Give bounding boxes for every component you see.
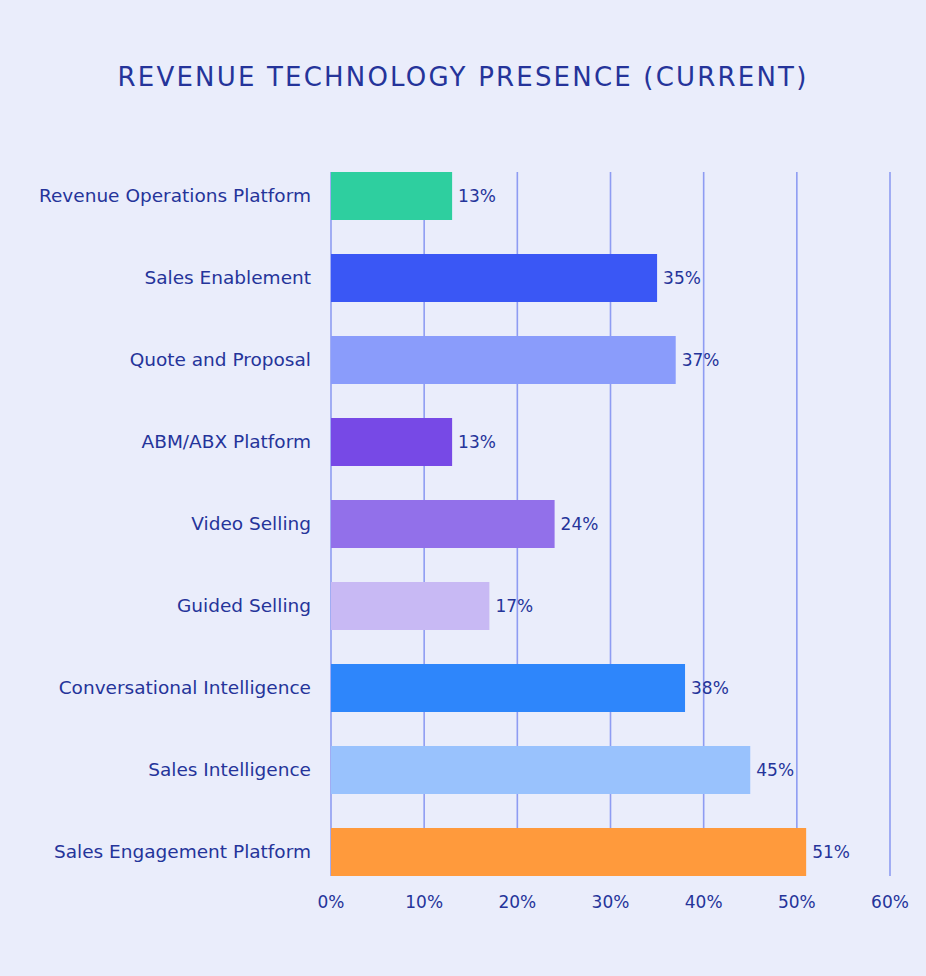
tick-label: 20% <box>498 892 536 912</box>
category-label: Video Selling <box>191 513 311 534</box>
data-label: 37% <box>682 350 720 370</box>
bars <box>331 172 806 876</box>
tick-label: 0% <box>318 892 345 912</box>
grid <box>331 172 890 876</box>
category-label: Sales Enablement <box>144 267 311 288</box>
background <box>0 0 926 976</box>
data-label: 13% <box>458 186 496 206</box>
data-label: 24% <box>561 514 599 534</box>
grid-line <box>796 172 798 876</box>
tick-label: 10% <box>405 892 443 912</box>
category-label: ABM/ABX Platform <box>142 431 311 452</box>
bar <box>331 664 685 712</box>
bar <box>331 418 452 466</box>
bar <box>331 336 676 384</box>
category-label: Revenue Operations Platform <box>39 185 311 206</box>
data-label: 13% <box>458 432 496 452</box>
category-label: Guided Selling <box>177 595 311 616</box>
bar <box>331 172 452 220</box>
data-label: 38% <box>691 678 729 698</box>
data-label: 17% <box>495 596 533 616</box>
title: REVENUE TECHNOLOGY PRESENCE (CURRENT) <box>118 62 809 92</box>
category-label: Sales Intelligence <box>148 759 311 780</box>
category-label: Sales Engagement Platform <box>54 841 311 862</box>
data-label: 51% <box>812 842 850 862</box>
grid-line <box>889 172 891 876</box>
category-label: Quote and Proposal <box>130 349 311 370</box>
bar <box>331 500 555 548</box>
bar <box>331 828 806 876</box>
tick-label: 40% <box>685 892 723 912</box>
chart: REVENUE TECHNOLOGY PRESENCE (CURRENT) 0% 1… <box>0 0 926 976</box>
bar <box>331 254 657 302</box>
category-label: Conversational Intelligence <box>59 677 311 698</box>
data-label: 35% <box>663 268 701 288</box>
tick-label: 30% <box>592 892 630 912</box>
data-label: 45% <box>756 760 794 780</box>
tick-label: 60% <box>871 892 909 912</box>
bar <box>331 746 750 794</box>
bar <box>331 582 489 630</box>
tick-label: 50% <box>778 892 816 912</box>
